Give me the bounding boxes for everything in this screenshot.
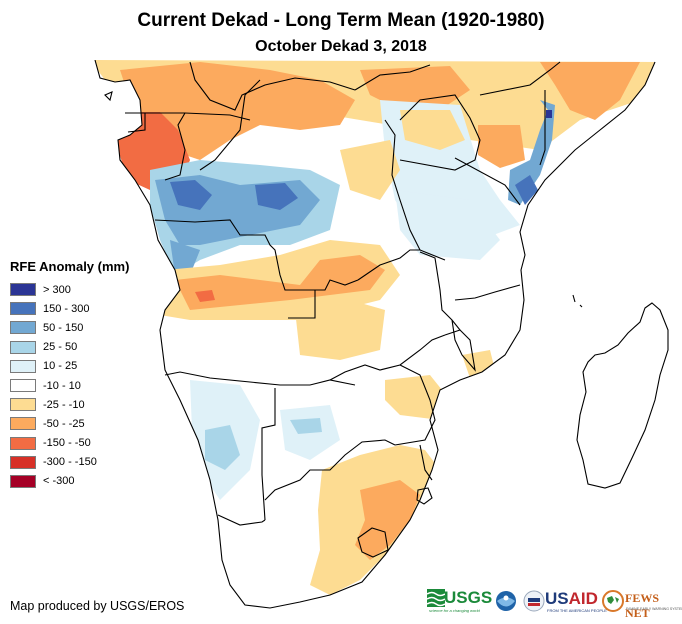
anomaly-sa-deep — [355, 480, 420, 560]
legend-swatch — [10, 302, 36, 316]
anomaly-drc-core — [255, 183, 298, 210]
border-namibia-sa — [217, 514, 266, 526]
anomaly-tanzania — [395, 190, 500, 260]
anomaly-kenya-orange — [478, 125, 525, 168]
legend-item: -300 - -150 — [10, 453, 129, 472]
legend-swatch — [10, 474, 36, 488]
noaa-emblem-icon — [496, 591, 516, 611]
legend-label: 150 - 300 — [43, 302, 90, 315]
border-drc-angola — [154, 219, 359, 291]
anomaly-east-sudan — [360, 66, 470, 110]
anomaly-somalia-dot — [546, 110, 552, 118]
border-south-sudan — [354, 64, 431, 91]
legend-swatch — [10, 398, 36, 412]
usgs-wave-icon — [427, 589, 445, 607]
legend-item: < -300 — [10, 472, 129, 491]
border-cameroon-gabon — [125, 112, 251, 121]
anomaly-kenya-coast — [508, 100, 555, 205]
legend-title: RFE Anomaly (mm) — [10, 259, 130, 274]
anomaly-zambia-west — [295, 300, 385, 360]
legend-item: 50 - 150 — [10, 318, 129, 337]
legend-label: -300 - -150 — [43, 456, 97, 469]
noaa-logo — [495, 587, 519, 617]
legend-item: -50 - -25 — [10, 414, 129, 433]
legend-label: -10 - 10 — [43, 379, 81, 392]
border-namibia-botswana — [261, 388, 276, 521]
anomaly-congo-core — [170, 180, 212, 210]
anomaly-angola-red — [195, 290, 215, 302]
border-malawi-moz — [451, 319, 476, 372]
border-angola-namibia — [164, 371, 356, 386]
legend-item: -25 - -10 — [10, 395, 129, 414]
map-title: Current Dekad - Long Term Mean (1920-198… — [137, 10, 545, 31]
legend-item: -150 - -50 — [10, 434, 129, 453]
border-drc-zambia — [357, 249, 420, 281]
anomaly-botswana-blue — [290, 418, 322, 434]
lesotho — [357, 527, 389, 558]
legend-swatch — [10, 417, 36, 431]
legend-label: 25 - 50 — [43, 341, 78, 354]
border-uganda-kenya — [399, 94, 481, 171]
legend-swatch — [10, 455, 36, 469]
anomaly-angola-deep — [175, 255, 385, 310]
border-kenya-somalia — [539, 90, 546, 166]
border-tanzania-moz — [454, 284, 521, 301]
coastline — [94, 60, 656, 609]
border-botswana-sa — [264, 439, 396, 501]
legend-swatch — [10, 321, 36, 335]
legend-label: 10 - 25 — [43, 360, 78, 373]
anomaly-kenya-coast-deep — [515, 175, 538, 205]
border-congo-drc — [199, 79, 261, 171]
island-comoros — [572, 294, 583, 308]
legend-swatch — [10, 283, 36, 297]
border-kenya-tanzania — [454, 157, 521, 206]
anomaly-angola-north — [170, 240, 200, 275]
usaid-seal-icon — [523, 590, 545, 612]
anomaly-map — [94, 60, 669, 609]
legend-swatch — [10, 436, 36, 450]
border-sa-mozambique — [419, 444, 433, 481]
anomaly-uganda — [400, 110, 465, 150]
legend-label: -150 - -50 — [43, 437, 91, 450]
legend-label: > 300 — [43, 283, 71, 296]
legend-item: > 300 — [10, 280, 129, 299]
border-ethiopia — [479, 61, 561, 96]
anomaly-central-orange — [340, 140, 400, 200]
usaid-logo: USAID FROM THE AMERICAN PEOPLE — [523, 587, 607, 617]
anomaly-ethiopia-somalia — [540, 62, 640, 120]
legend-swatch — [10, 340, 36, 354]
eswatini — [416, 487, 433, 505]
legend-item: -10 - 10 — [10, 376, 129, 395]
legend-swatch — [10, 359, 36, 373]
border-gabon-congo — [127, 112, 186, 181]
legend-swatch — [10, 379, 36, 393]
madagascar — [577, 303, 668, 488]
legend-label: < -300 — [43, 475, 75, 488]
map-subtitle: October Dekad 3, 2018 — [255, 38, 427, 55]
border-zimbabwe-moz — [394, 364, 436, 446]
madagascar-coast — [576, 302, 669, 489]
legend-item: 10 - 25 — [10, 357, 129, 376]
legend-label: -25 - -10 — [43, 398, 85, 411]
anomaly-namibia-deep — [205, 425, 240, 470]
island-bioko — [104, 91, 113, 102]
legend-label: -50 - -25 — [43, 417, 85, 430]
legend-item: 25 - 50 — [10, 338, 129, 357]
border-zambia-angola — [288, 290, 316, 319]
logo-strip: USGS science for a changing world USAID … — [425, 587, 682, 620]
border-zambia-zimbabwe — [329, 334, 446, 381]
borders — [94, 60, 669, 609]
credit-text: Map produced by USGS/EROS — [10, 599, 185, 613]
legend-label: 50 - 150 — [43, 321, 84, 334]
anomaly-fields — [95, 60, 655, 595]
fewsnet-logo: FEWS NET FAMINE EARLY WARNING SYSTEMS NE… — [602, 587, 682, 620]
legend: RFE Anomaly (mm) > 300 150 - 300 50 - 150 2… — [10, 259, 129, 491]
fewsnet-globe-icon — [602, 590, 624, 612]
border-car — [189, 61, 356, 111]
usgs-logo: USGS science for a changing world — [427, 588, 493, 613]
legend-item: 150 - 300 — [10, 299, 129, 318]
